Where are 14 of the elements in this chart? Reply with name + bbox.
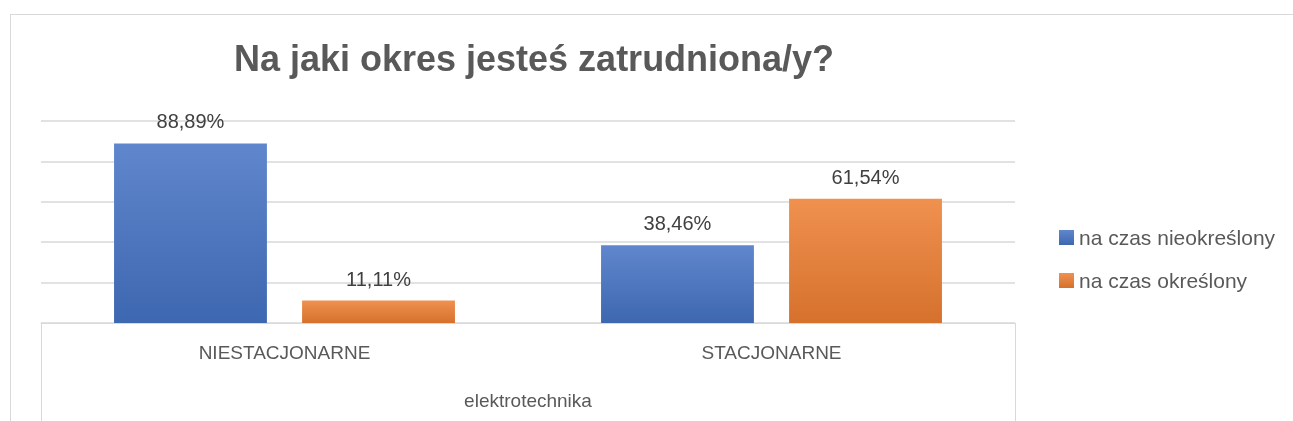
bar: [601, 245, 754, 323]
legend-label: na czas określony: [1079, 269, 1248, 292]
bar: [302, 300, 455, 323]
x-axis-title: elektrotechnika: [464, 390, 593, 411]
data-label: 38,46%: [643, 212, 712, 235]
chart-title: Na jaki okres jesteś zatrudniona/y?: [233, 37, 835, 79]
legend-label: na czas nieokreślony: [1079, 226, 1276, 249]
x-tick-label: STACJONARNE: [701, 342, 842, 363]
bar: [789, 198, 942, 323]
data-label: 11,11%: [346, 267, 412, 290]
x-tick-label: NIESTACJONARNE: [198, 342, 371, 363]
data-label: 88,89%: [156, 110, 225, 133]
bar: [114, 143, 267, 323]
data-label: 61,54%: [831, 165, 900, 188]
